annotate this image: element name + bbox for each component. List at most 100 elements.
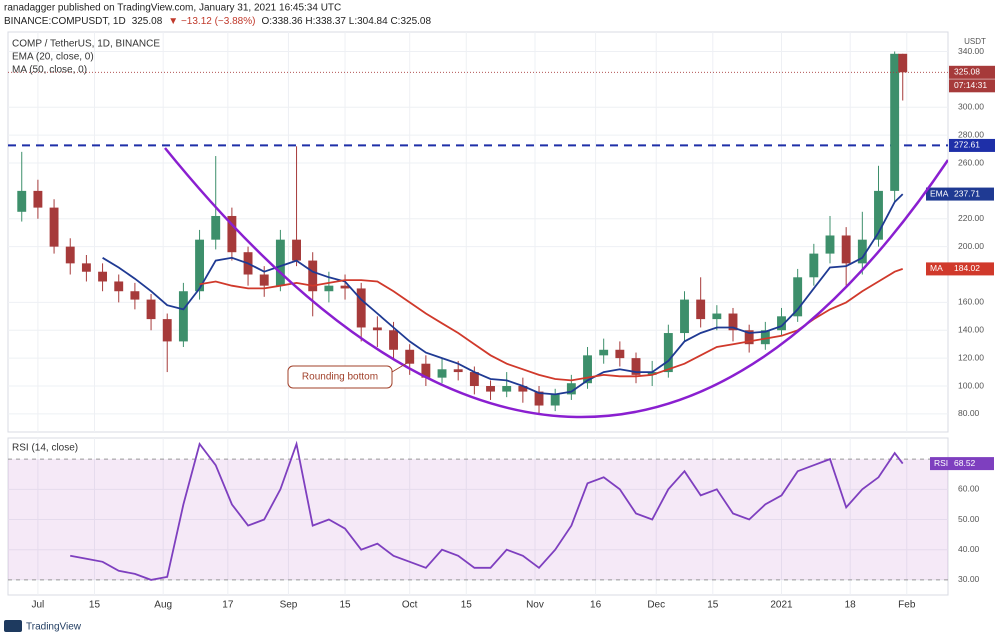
candle-body bbox=[308, 260, 318, 292]
candle-body bbox=[777, 316, 786, 331]
rounding-bottom-arc bbox=[164, 147, 948, 419]
candle-body bbox=[437, 369, 447, 378]
x-tick-label: 16 bbox=[590, 600, 602, 611]
candle-body bbox=[178, 291, 188, 342]
candle-body bbox=[518, 386, 528, 392]
candle-body bbox=[146, 299, 156, 320]
x-tick-label: 15 bbox=[339, 600, 351, 611]
candle-body bbox=[583, 355, 592, 384]
candle-body bbox=[469, 372, 479, 387]
rsi-pane bbox=[7, 437, 949, 596]
y-tick-label: 160.00 bbox=[958, 297, 984, 307]
axis-unit: USDT bbox=[964, 37, 986, 46]
y-tick-label: 40.00 bbox=[958, 544, 980, 554]
ema-legend: EMA (20, close, 0) bbox=[12, 52, 94, 63]
candle-body bbox=[728, 313, 738, 331]
indicator-line bbox=[70, 440, 904, 581]
candle-body bbox=[793, 277, 803, 317]
candle-body bbox=[615, 349, 625, 359]
last-price-tag-bg bbox=[949, 65, 995, 79]
rsi-tag-value: 68.52 bbox=[954, 458, 976, 468]
candle-body bbox=[372, 327, 382, 331]
candle-body bbox=[259, 274, 269, 286]
candle-body bbox=[421, 363, 431, 378]
candle-body bbox=[486, 386, 495, 392]
publisher-line: ranadagger published on TradingView.com,… bbox=[4, 3, 341, 14]
indicator-tag-bg bbox=[926, 262, 994, 276]
rsi-tag-bg bbox=[930, 457, 994, 471]
candle-body bbox=[340, 285, 350, 289]
indicator-tag-value: 237.71 bbox=[954, 188, 980, 198]
indicator-tag-value: 184.02 bbox=[954, 263, 980, 273]
rsi-band bbox=[8, 459, 948, 580]
candle-body bbox=[502, 386, 512, 392]
candle-body bbox=[162, 319, 172, 342]
x-tick-label: Feb bbox=[898, 600, 916, 611]
x-tick-label: 2021 bbox=[770, 600, 793, 611]
symbol: BINANCE:COMPUSDT, 1D bbox=[4, 16, 126, 27]
y-tick-label: 140.00 bbox=[958, 325, 984, 335]
change: ▼ −13.12 (−3.88%) bbox=[168, 16, 255, 27]
candle-body bbox=[227, 215, 237, 253]
annotation: Rounding bottom bbox=[302, 372, 378, 383]
y-tick-label: 220.00 bbox=[958, 213, 984, 223]
quote-line: BINANCE:COMPUSDT, 1D 325.08 ▼ −13.12 (−3.8… bbox=[4, 16, 431, 27]
y-tick-label: 100.00 bbox=[958, 380, 984, 390]
y-tick-label: 260.00 bbox=[958, 157, 984, 167]
x-tick-label: 15 bbox=[707, 600, 719, 611]
last-price: 325.08 bbox=[132, 16, 163, 27]
candle-body bbox=[712, 313, 722, 320]
candle-body bbox=[631, 358, 641, 375]
rsi-title: RSI (14, close) bbox=[12, 443, 78, 454]
logo bbox=[4, 620, 22, 632]
candle-body bbox=[599, 349, 609, 356]
x-tick-label: 15 bbox=[89, 600, 101, 611]
candle-body bbox=[114, 281, 124, 292]
candle-body bbox=[405, 349, 415, 364]
candle-body bbox=[453, 369, 463, 373]
candle-body bbox=[324, 285, 334, 292]
candle-body bbox=[130, 291, 140, 300]
annotation-pointer bbox=[391, 359, 413, 373]
indicator-line bbox=[199, 268, 903, 382]
y-tick-label: 30.00 bbox=[958, 574, 980, 584]
countdown-bg bbox=[949, 79, 995, 93]
x-tick-label: 15 bbox=[461, 600, 473, 611]
indicator-tag-name: MA bbox=[930, 263, 943, 273]
countdown: 07:14:31 bbox=[954, 80, 987, 90]
candle-body bbox=[49, 207, 59, 247]
price-pane bbox=[7, 31, 949, 433]
y-tick-label: 200.00 bbox=[958, 241, 984, 251]
x-tick-label: Aug bbox=[154, 600, 172, 611]
candle-body bbox=[550, 394, 560, 406]
candle-body bbox=[17, 190, 27, 212]
ma-legend: MA (50, close, 0) bbox=[12, 65, 87, 76]
y-tick-label: 300.00 bbox=[958, 102, 984, 112]
rsi-tag-name: RSI bbox=[934, 458, 948, 468]
candle-body bbox=[647, 372, 657, 375]
x-tick-label: Oct bbox=[402, 600, 418, 611]
candle-body bbox=[534, 391, 544, 406]
y-tick-label: 120.00 bbox=[958, 352, 984, 362]
candle-body bbox=[696, 299, 706, 320]
candle-body bbox=[98, 271, 108, 282]
level-tag: 272.61 bbox=[954, 140, 980, 150]
candle-body bbox=[389, 330, 398, 350]
candle-body bbox=[663, 333, 673, 373]
y-tick-label: 50.00 bbox=[958, 514, 980, 524]
indicator-tag-name: EMA bbox=[930, 188, 949, 198]
y-tick-label: 340.00 bbox=[958, 46, 984, 56]
candle-body bbox=[211, 215, 221, 240]
candle-body bbox=[566, 383, 576, 395]
candle-body bbox=[825, 235, 835, 254]
candle-body bbox=[292, 239, 301, 261]
x-tick-label: Nov bbox=[526, 600, 544, 611]
last-price-tag: 325.08 bbox=[954, 67, 980, 77]
candle-body bbox=[744, 330, 754, 345]
y-tick-label: 60.00 bbox=[958, 484, 980, 494]
level-tag-bg bbox=[949, 138, 995, 152]
candle-body bbox=[33, 190, 43, 208]
candle-body bbox=[275, 239, 285, 286]
footer: TradingView bbox=[26, 622, 82, 633]
